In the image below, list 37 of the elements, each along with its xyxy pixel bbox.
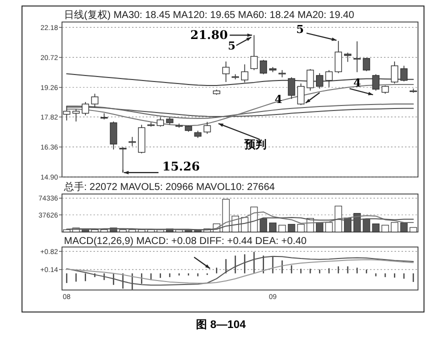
candlestick [204, 122, 211, 134]
candlestick [241, 64, 248, 83]
candlestick [156, 116, 164, 128]
candlestick [260, 59, 268, 75]
candlestick [325, 70, 333, 88]
candlestick [288, 76, 296, 100]
candlestick [110, 121, 118, 150]
line-series [66, 106, 414, 118]
chart-title: 日线(复权) MA30: 18.45 MA120: 19.65 MA60: 18.24 MA20: 19.40 [64, 9, 355, 21]
candlestick [400, 65, 408, 82]
annotation: 5 [228, 40, 236, 53]
candlestick [297, 83, 305, 106]
annotation: 预判 [244, 138, 267, 152]
annotation: 4 [353, 76, 362, 90]
annotation: 5 [296, 23, 304, 36]
line-series [66, 104, 414, 119]
candlestick [222, 61, 230, 82]
candlestick [72, 108, 80, 122]
candlestick [372, 74, 380, 92]
candlestick [334, 40, 342, 74]
candlestick [344, 52, 352, 62]
candlestick [91, 93, 98, 108]
candlestick [306, 68, 314, 92]
candlestick [316, 72, 324, 90]
candlestick [353, 40, 361, 73]
candlestick [82, 102, 90, 116]
candlestick [119, 146, 127, 170]
line-series [66, 216, 414, 230]
caption: 图 8—104 [196, 319, 247, 331]
candlestick [128, 136, 136, 147]
chart-title: MACD(12,26,9) MACD: +0.08 DIFF: +0.44 DEA: +0.40 [64, 236, 308, 247]
annotation: 15.26 [162, 160, 200, 174]
candlestick [390, 61, 398, 84]
chart-title: 总手: 22072 MAVOL5: 20966 MAVOL10: 27664 [63, 181, 276, 193]
annotation: 4 [274, 92, 283, 106]
candlestick [362, 57, 370, 72]
annotation: 21.80 [190, 28, 228, 42]
